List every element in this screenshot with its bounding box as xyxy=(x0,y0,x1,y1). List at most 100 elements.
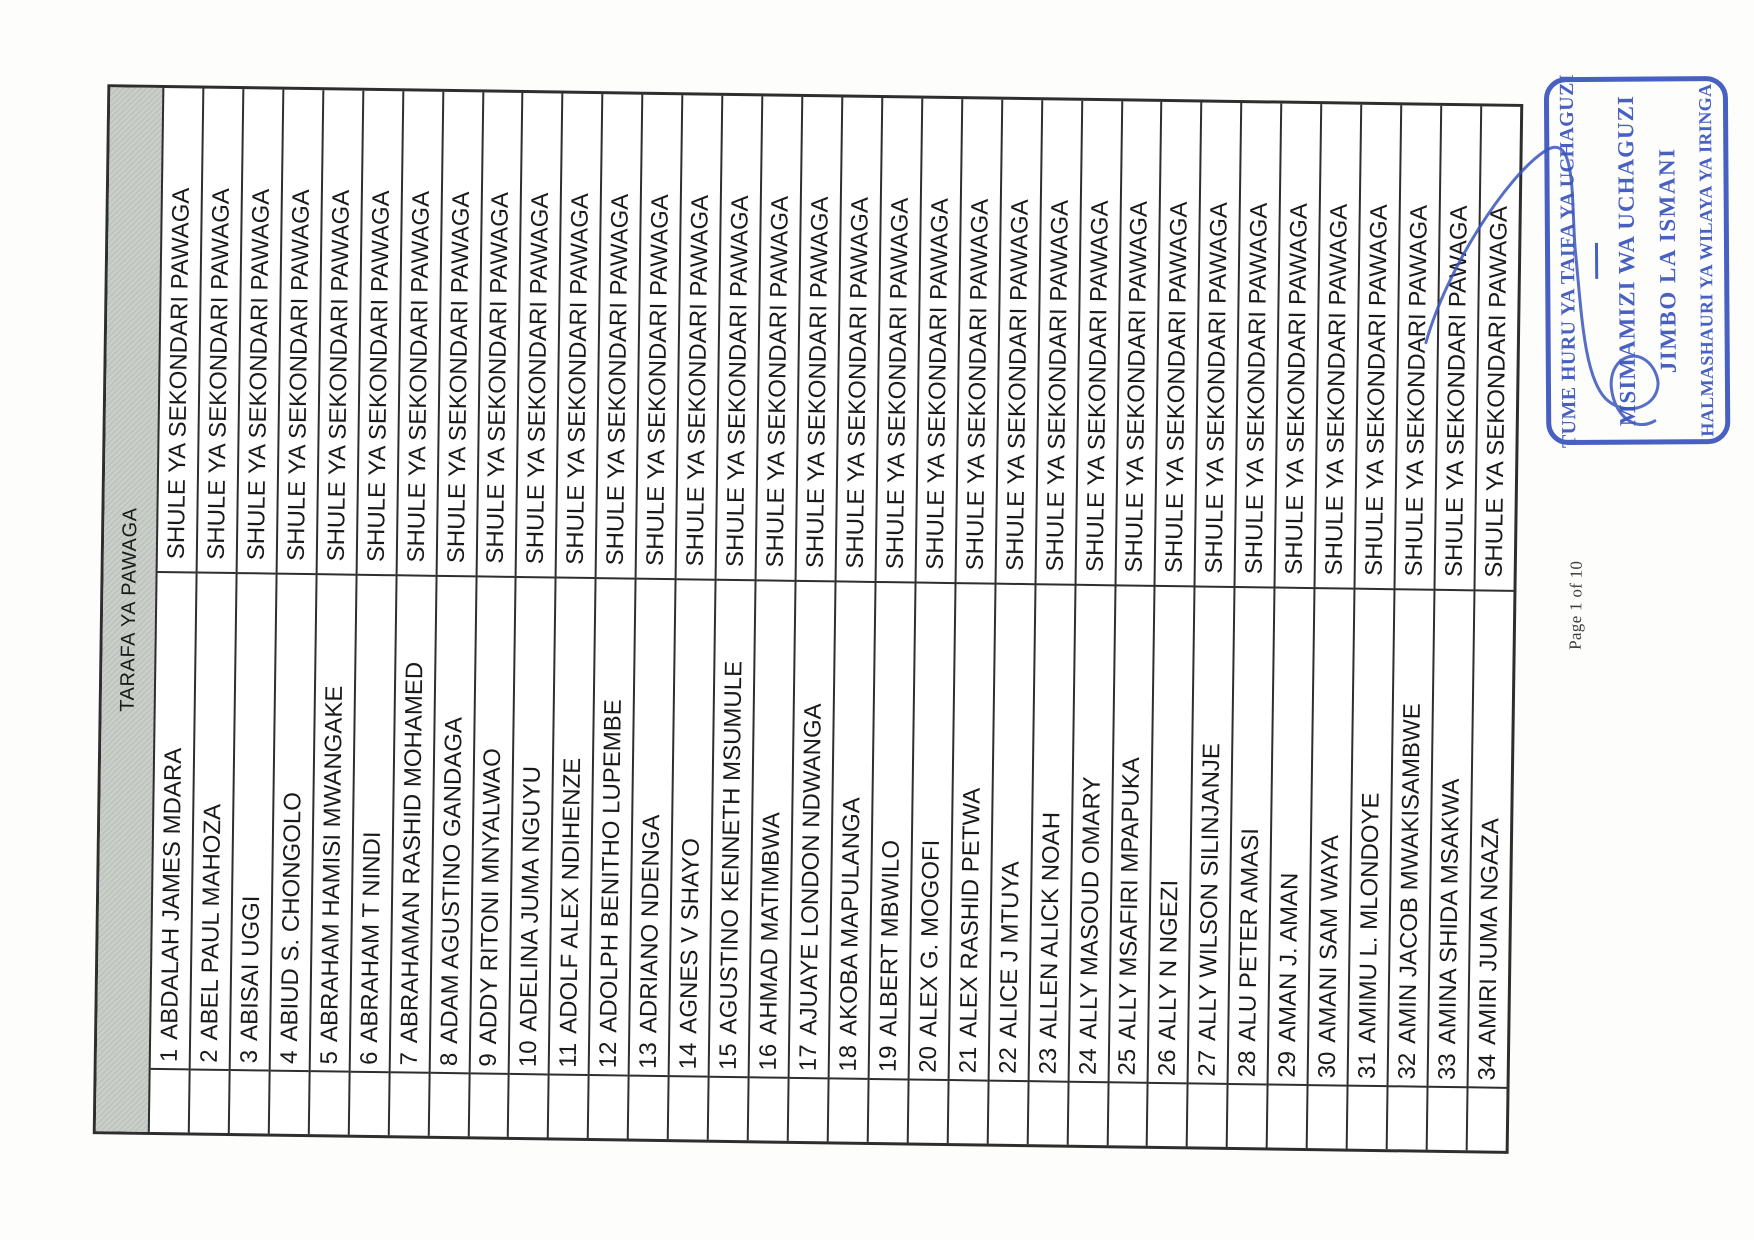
row-name-cell: 1 ABDALAH JAMES MDARA xyxy=(150,570,196,1069)
stamp-line-constituency: JIMBO LA ISMANI xyxy=(1654,147,1681,374)
row-number: 6 xyxy=(355,1051,383,1066)
row-name-cell: 20 ALEX G. MOGOFI xyxy=(909,581,955,1080)
row-name: ADOLF ALEX NDIHENZE xyxy=(555,757,587,1035)
row-name: AMIRI JUMA NGAZA xyxy=(1474,818,1505,1046)
row-name: ABISAI UGGI xyxy=(235,895,265,1042)
table-body: 1 ABDALAH JAMES MDARA SHULE YA SEKONDARI … xyxy=(149,87,1520,1151)
row-empty-cell xyxy=(1467,1086,1507,1151)
row-name-cell: 7 ABRAHAMAN RASHID MOHAMED xyxy=(390,574,436,1072)
row-name-cell: 4 ABIUD S. CHONGOLO xyxy=(270,572,316,1071)
row-name-cell: 28 ALU PETER AMASI xyxy=(1228,586,1274,1084)
row-name: ABRAHAM T NINDI xyxy=(355,831,386,1043)
row-empty-cell xyxy=(309,1070,349,1135)
row-empty-cell xyxy=(549,1073,588,1139)
row-name: ALLY MSAFIRI MPAPUKA xyxy=(1114,756,1146,1041)
row-name-cell: 24 ALLY MASOUD OMARY xyxy=(1069,583,1115,1082)
row-empty-cell xyxy=(828,1077,868,1142)
row-number: 1 xyxy=(155,1048,183,1063)
row-name: ALBERT MBWILO xyxy=(875,839,905,1037)
row-number: 30 xyxy=(1313,1051,1342,1079)
row-name-cell: 26 ALLY N NGEZI xyxy=(1149,584,1194,1083)
stamp-line-council: HALMASHAURI YA WILAYA YA IRINGA xyxy=(1694,83,1718,437)
row-number: 25 xyxy=(1114,1048,1142,1076)
row-number: 15 xyxy=(714,1043,743,1071)
row-empty-cell xyxy=(1347,1084,1387,1150)
row-name: ALLY MASOUD OMARY xyxy=(1074,776,1106,1040)
row-empty-cell xyxy=(589,1074,628,1139)
row-name: ALEX RASHID PETWA xyxy=(954,787,986,1038)
stamp-line-supervisor: MSIMAMIZI WA UCHAGUZI xyxy=(1612,95,1640,427)
row-number: 4 xyxy=(275,1050,303,1065)
row-number: 20 xyxy=(914,1045,942,1073)
row-empty-cell xyxy=(668,1075,708,1140)
row-empty-cell xyxy=(1267,1083,1307,1149)
row-number: 17 xyxy=(794,1044,823,1072)
row-school: SHULE YA SEKONDARI PAWAGA xyxy=(562,192,595,565)
row-name-cell: 31 AMIMU L. MLONDOYE xyxy=(1348,587,1394,1086)
row-name: ADAM AGUSTINO GANDAGA xyxy=(435,716,468,1044)
row-empty-cell xyxy=(149,1067,189,1133)
row-school: SHULE YA SEKONDARI PAWAGA xyxy=(1201,201,1234,574)
row-name-cell: 3 ABISAI UGGI xyxy=(230,572,276,1070)
row-name-cell: 13 ADRIANO NDENGA xyxy=(629,577,675,1076)
row-number: 27 xyxy=(1194,1049,1222,1077)
row-name-cell: 8 ADAM AGUSTINO GANDAGA xyxy=(430,574,476,1073)
row-empty-cell xyxy=(349,1070,389,1136)
stamp-line-commission: TUME HURU YA TAIFA YA UCHAGUZI xyxy=(1555,73,1581,449)
row-name-cell: 14 AGNES V SHAYO xyxy=(669,578,715,1076)
row-empty-cell xyxy=(788,1076,828,1142)
row-number: 34 xyxy=(1473,1053,1501,1081)
row-empty-cell xyxy=(469,1072,509,1137)
official-stamp: TUME HURU YA TAIFA YA UCHAGUZI MSIMAMIZI… xyxy=(1543,73,1731,449)
row-school: SHULE YA SEKONDARI PAWAGA xyxy=(1081,200,1114,573)
row-name-cell: 34 AMIRI JUMA NGAZA xyxy=(1468,589,1514,1087)
row-empty-cell xyxy=(988,1079,1028,1145)
row-school: SHULE YA SEKONDARI PAWAGA xyxy=(202,187,235,560)
page-number: Page 1 of 10 xyxy=(1565,560,1586,650)
row-name-cell: 9 ADDY RITONI MNYALWAO xyxy=(470,575,516,1073)
row-name: ABEL PAUL MAHOZA xyxy=(195,803,227,1041)
row-name-cell: 22 ALICE J MTUYA xyxy=(989,582,1035,1081)
row-empty-cell xyxy=(1028,1080,1068,1145)
row-name: AMIN JACOB MWAKISAMBWE xyxy=(1394,703,1426,1044)
row-school: SHULE YA SEKONDARI PAWAGA xyxy=(282,189,315,562)
row-number: 14 xyxy=(674,1042,703,1070)
row-name-cell: 17 AJUAYE LONDON NDWANGA xyxy=(789,579,835,1078)
row-school: SHULE YA SEKONDARI PAWAGA xyxy=(681,194,715,567)
row-school: SHULE YA SEKONDARI PAWAGA xyxy=(162,187,195,560)
row-empty-cell xyxy=(1307,1084,1347,1149)
row-number: 26 xyxy=(1154,1049,1182,1077)
row-empty-cell xyxy=(748,1076,788,1141)
row-empty-cell xyxy=(389,1071,429,1136)
row-empty-cell xyxy=(1188,1082,1227,1147)
row-number: 11 xyxy=(555,1042,583,1068)
row-name: ALLY WILSON SILINJANJE xyxy=(1194,742,1226,1042)
row-school: SHULE YA SEKONDARI PAWAGA xyxy=(1041,199,1074,572)
row-number: 3 xyxy=(235,1049,263,1064)
row-name: AMAN J. AMAN xyxy=(1274,872,1304,1043)
row-number: 31 xyxy=(1353,1052,1382,1080)
row-name-cell: 11 ADOLF ALEX NDIHENZE xyxy=(550,576,595,1075)
row-empty-cell xyxy=(509,1072,549,1138)
row-empty-cell xyxy=(1108,1081,1148,1146)
row-name: ALICE J MTUYA xyxy=(994,861,1025,1039)
row-number: 13 xyxy=(634,1041,663,1070)
row-school: SHULE YA SEKONDARI PAWAGA xyxy=(1121,200,1154,573)
row-name: ABRAHAM HAMISI MWANGAKE xyxy=(315,685,348,1043)
row-number: 23 xyxy=(1034,1047,1062,1075)
row-school: SHULE YA SEKONDARI PAWAGA xyxy=(1240,202,1274,575)
row-name: AGUSTINO KENNETH MSUMULE xyxy=(715,660,748,1035)
row-school: SHULE YA SEKONDARI PAWAGA xyxy=(961,198,994,571)
row-number: 10 xyxy=(515,1040,543,1068)
row-name: ABRAHAMAN RASHID MOHAMED xyxy=(395,661,428,1044)
row-name-cell: 16 AHMAD MATIMBWA xyxy=(749,579,795,1077)
row-name-cell: 12 ADOLPH BENITHO LUPEMBE xyxy=(589,577,635,1075)
row-name: ALLEN ALICK NOAH xyxy=(1034,811,1065,1039)
row-school: SHULE YA SEKONDARI PAWAGA xyxy=(522,192,555,565)
row-number: 29 xyxy=(1273,1050,1302,1078)
row-school: SHULE YA SEKONDARI PAWAGA xyxy=(801,196,834,569)
row-name: AJUAYE LONDON NDWANGA xyxy=(795,703,827,1036)
row-number: 24 xyxy=(1074,1048,1102,1076)
row-empty-cell xyxy=(429,1071,469,1137)
